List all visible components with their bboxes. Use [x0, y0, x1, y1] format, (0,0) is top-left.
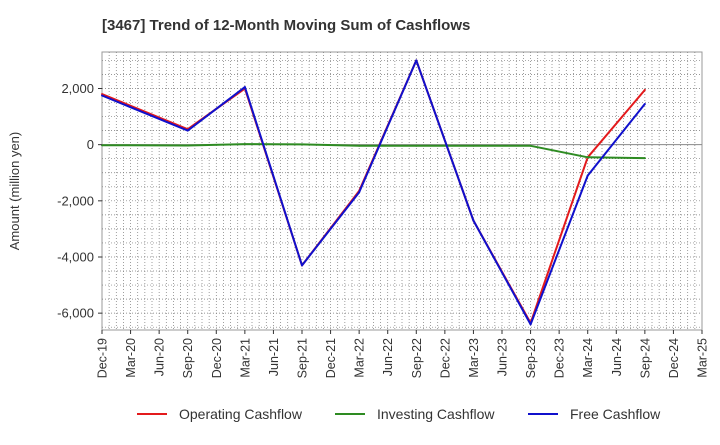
x-tick-label: Dec-20: [210, 338, 224, 378]
x-tick-label: Mar-20: [124, 338, 138, 378]
data-point-free-cashflow: [358, 191, 361, 194]
data-point-operating-cashflow: [101, 93, 103, 96]
x-tick-label: Sep-23: [524, 338, 538, 378]
x-tick-label: Jun-22: [381, 338, 395, 376]
x-tick-label: Sep-21: [296, 338, 310, 378]
data-point-free-cashflow: [101, 94, 103, 97]
y-axis-label: Amount (million yen): [7, 132, 22, 251]
x-tick-label: Jun-21: [267, 338, 281, 376]
y-axis-ticks: 2,000 0 -2,000 -4,000 -6,000: [57, 81, 102, 321]
x-tick-label: Sep-20: [181, 338, 195, 378]
x-tick-label: Dec-24: [667, 338, 681, 378]
data-point-investing-cashflow: [358, 144, 361, 147]
x-tick-label: Dec-21: [324, 338, 338, 378]
y-tick-label: 0: [87, 137, 94, 152]
series-line-investing-cashflow: [101, 143, 645, 160]
grid-lines: [102, 52, 702, 330]
x-tick-label: Sep-24: [638, 338, 652, 378]
x-tick-label: Mar-21: [238, 338, 252, 378]
data-point-investing-cashflow: [586, 156, 589, 159]
data-point-free-cashflow: [586, 174, 589, 177]
data-point-operating-cashflow: [643, 88, 646, 91]
data-point-investing-cashflow: [472, 144, 475, 147]
data-point-free-cashflow: [243, 86, 246, 89]
data-point-investing-cashflow: [529, 144, 532, 147]
x-tick-label: Sep-22: [410, 338, 424, 378]
x-tick-label: Jun-20: [153, 338, 167, 376]
legend-label-operating-cashflow: Operating Cashflow: [179, 406, 303, 422]
y-tick-label: -4,000: [57, 249, 94, 264]
data-point-free-cashflow: [415, 59, 418, 62]
x-tick-label: Jun-23: [496, 338, 510, 376]
legend: Operating Cashflow Investing Cashflow Free…: [137, 406, 661, 422]
data-point-free-cashflow: [186, 129, 189, 132]
chart-title: [3467] Trend of 12-Month Moving Sum of C…: [102, 17, 470, 34]
x-tick-label: Mar-23: [467, 338, 481, 378]
series-group: [101, 59, 646, 326]
data-point-free-cashflow: [643, 102, 646, 105]
legend-label-investing-cashflow: Investing Cashflow: [377, 406, 495, 422]
data-point-investing-cashflow: [415, 144, 418, 147]
x-tick-label: Dec-22: [438, 338, 452, 378]
series-line-free-cashflow: [101, 59, 646, 326]
legend-label-free-cashflow: Free Cashflow: [570, 406, 661, 422]
y-tick-label: 2,000: [61, 81, 94, 96]
data-point-free-cashflow: [301, 264, 303, 267]
data-point-free-cashflow: [529, 323, 532, 326]
x-tick-label: Mar-24: [581, 338, 595, 378]
data-point-free-cashflow: [472, 219, 475, 222]
data-point-investing-cashflow: [243, 143, 246, 146]
x-tick-label: Mar-25: [696, 338, 710, 378]
data-point-investing-cashflow: [301, 143, 303, 146]
x-tick-label: Jun-24: [610, 338, 624, 376]
x-tick-label: Mar-22: [353, 338, 367, 378]
data-point-investing-cashflow: [186, 144, 189, 147]
data-point-investing-cashflow: [643, 157, 646, 160]
x-tick-label: Dec-23: [553, 338, 567, 378]
y-tick-label: -2,000: [57, 193, 94, 208]
x-tick-label: Dec-19: [96, 338, 110, 378]
y-tick-label: -6,000: [57, 306, 94, 321]
x-axis-ticks: Dec-19 Mar-20 Jun-20 Sep-20 Dec-20 Mar-21 Jun-…: [96, 330, 710, 378]
